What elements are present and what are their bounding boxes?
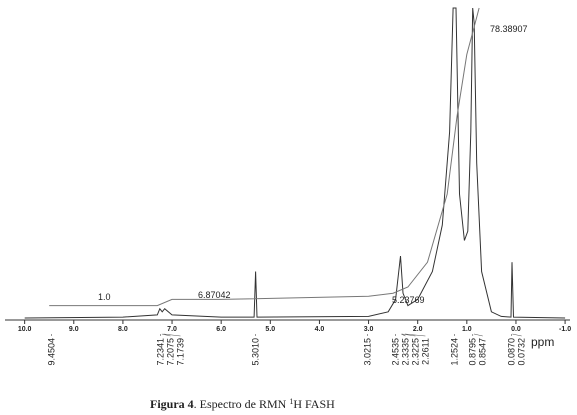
x-tick-label: 3.0: [364, 326, 374, 333]
peak-leader: [163, 333, 181, 337]
x-tick-label: 7.0: [167, 326, 177, 333]
peak-leader: [161, 333, 171, 337]
peak-label: 0.8547: [478, 338, 488, 366]
peak-label: 7.1739: [176, 338, 186, 366]
peak-label: 2.3335: [400, 338, 410, 366]
x-tick-label: 1.0: [462, 326, 472, 333]
caption-label: Figura 4: [150, 397, 194, 411]
peak-label: 5.3010: [251, 338, 261, 366]
peak-label: 7.2075: [166, 338, 176, 366]
caption-sup: 1: [289, 397, 293, 406]
peak-label: 0.0870: [507, 338, 517, 366]
peak-label: 7.2341: [156, 338, 166, 366]
x-tick-label: 10.0: [18, 326, 32, 333]
peak-leader: [512, 333, 522, 337]
peak-leader: [404, 333, 426, 337]
peak-label: 2.4535: [390, 338, 400, 366]
spectrum-line: [24, 7, 566, 319]
integral-label: 6.87042: [198, 290, 231, 300]
peak-leader: [473, 333, 483, 337]
peak-label: 3.0215: [363, 338, 373, 366]
x-tick-label: 6.0: [216, 326, 226, 333]
peak-leader: [401, 333, 416, 337]
integral-label: 5.23769: [392, 295, 425, 305]
peak-label: 0.8795: [468, 338, 478, 366]
x-tick-label: 9.0: [69, 326, 79, 333]
peak-label: 9.4504: [47, 338, 57, 366]
x-tick-label: 0.0: [511, 326, 521, 333]
caption: Figura 4. Espectro de RMN 1H FASH: [150, 397, 335, 411]
axis-label: ppm: [531, 335, 554, 349]
peak-leader: [401, 333, 406, 337]
spectrum-line: [49, 7, 480, 307]
peak-label: 2.2611: [420, 338, 430, 365]
x-tick-label: 4.0: [315, 326, 325, 333]
integral-label: 1.0: [98, 292, 111, 302]
x-tick-label: 8.0: [118, 326, 128, 333]
x-tick-label: 5.0: [265, 326, 275, 333]
peak-label: 2.3225: [410, 338, 420, 366]
caption-rest: H FASH: [293, 397, 335, 411]
integral-label: 78.38907: [490, 24, 528, 34]
x-tick-label: 2.0: [413, 326, 423, 333]
peak-label: 1.2524: [449, 338, 459, 366]
x-tick-label: -1.0: [559, 326, 571, 333]
peak-label: 0.0732: [517, 338, 527, 366]
caption-text: . Espectro de RMN: [194, 397, 290, 411]
